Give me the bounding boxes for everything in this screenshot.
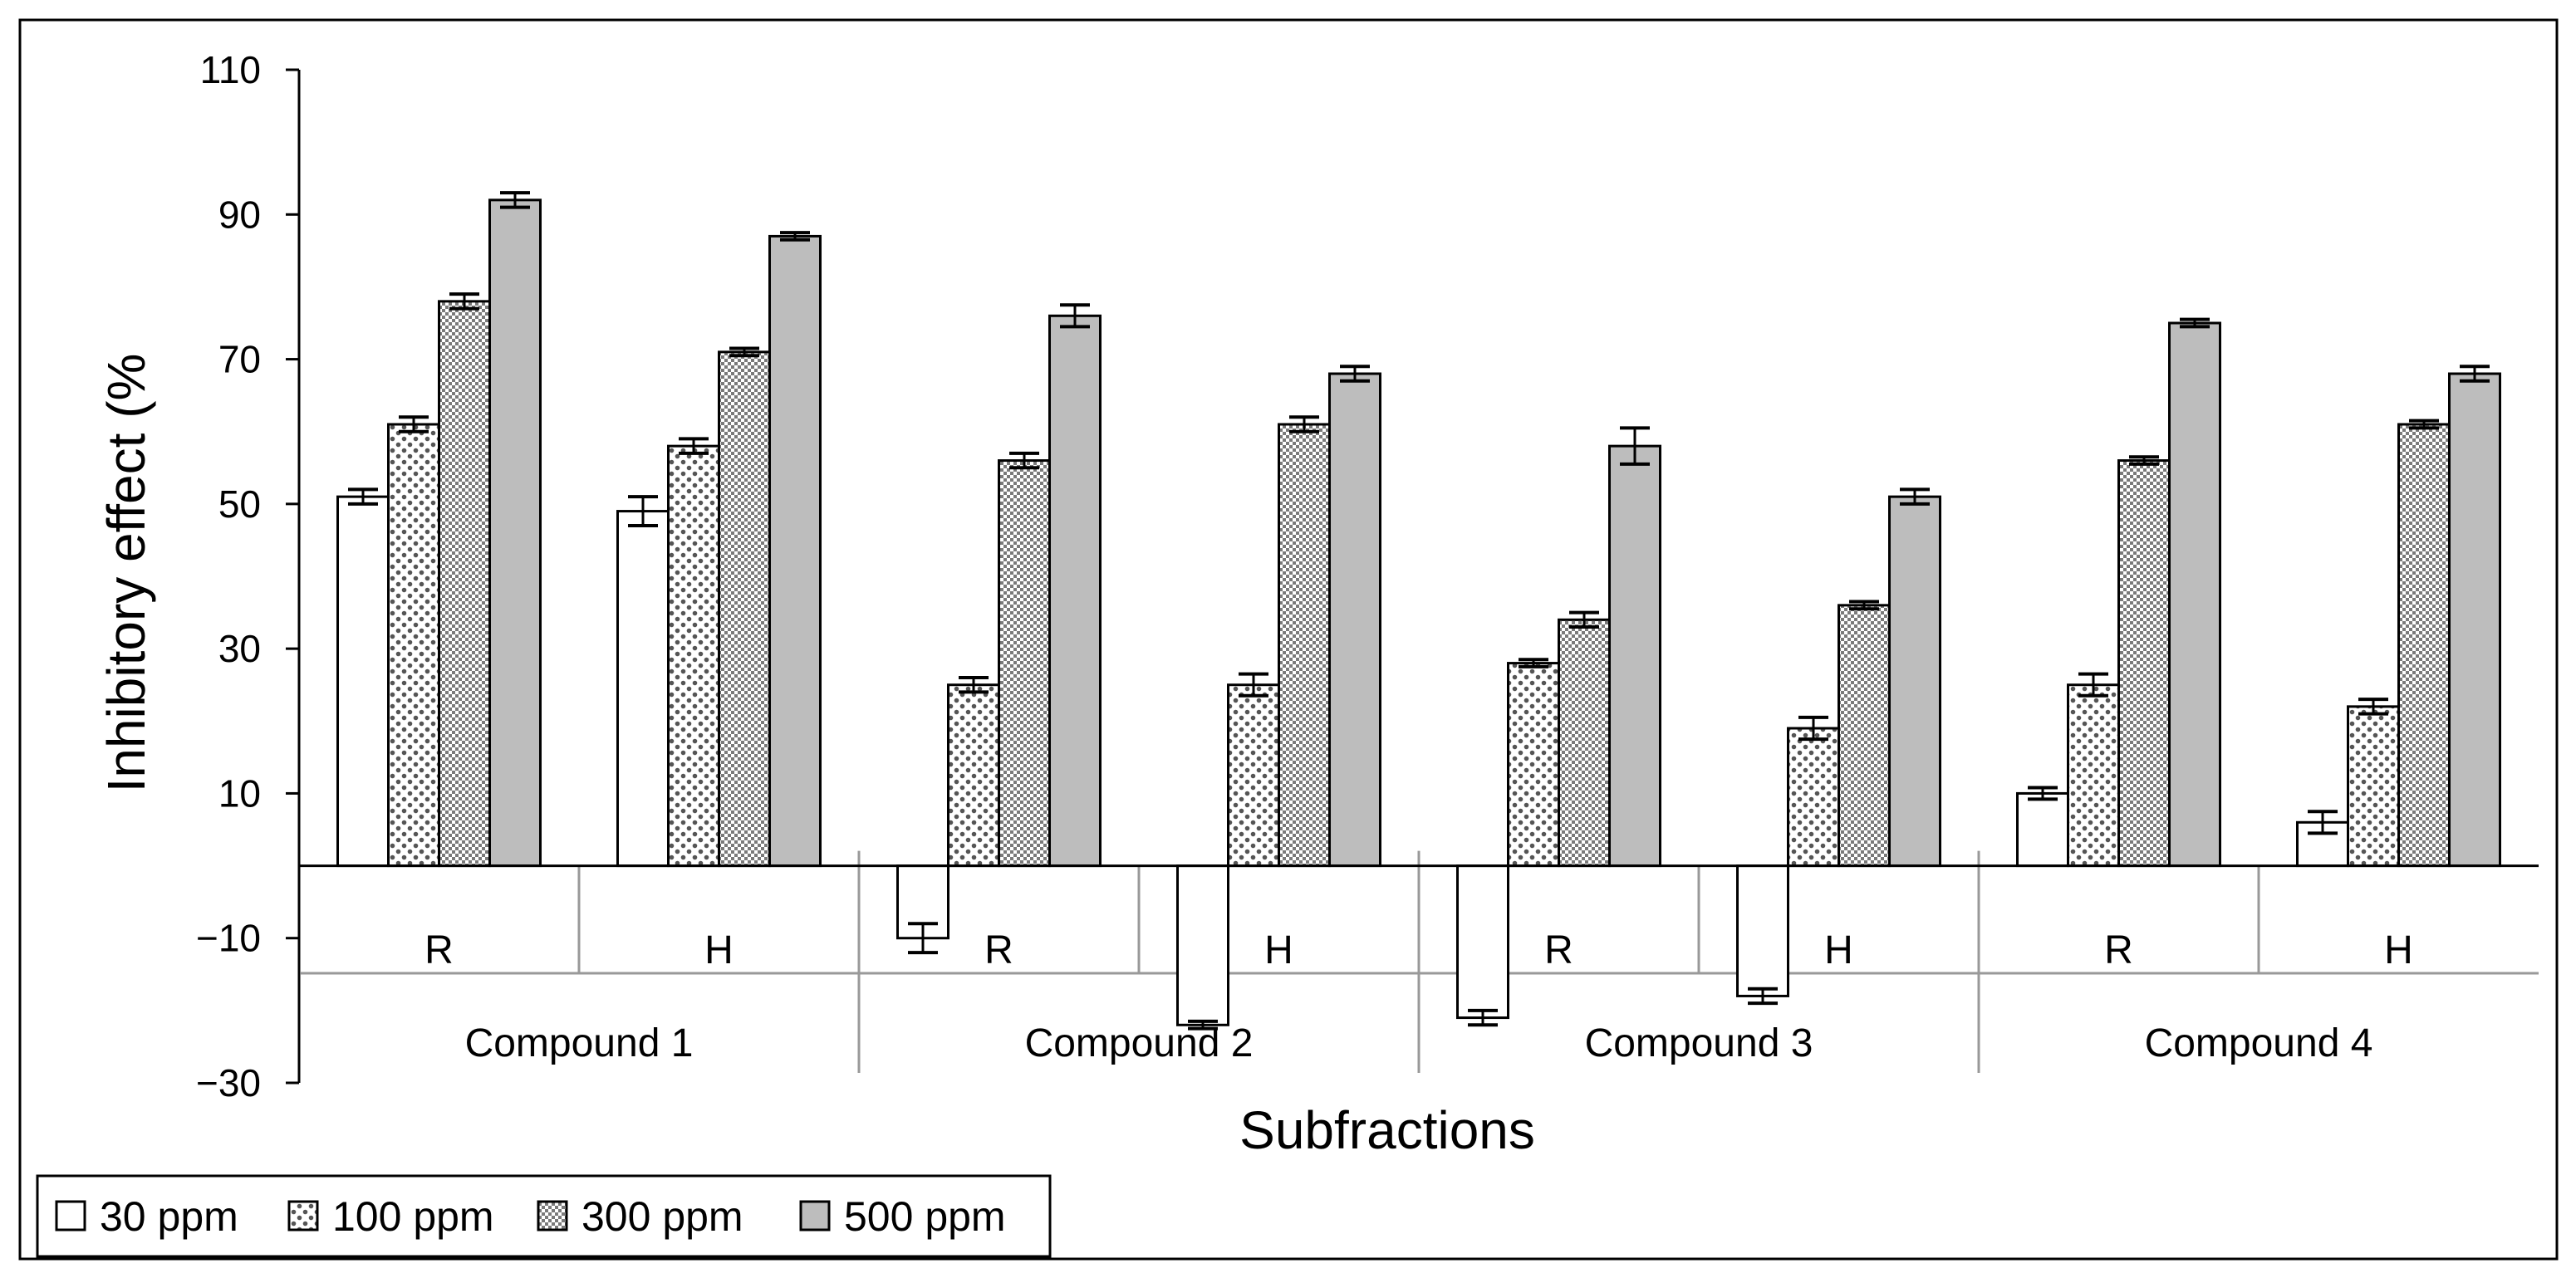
legend-swatch-500-ppm — [799, 1200, 831, 1231]
category-label: H — [1264, 928, 1293, 972]
legend-swatch-30-ppm — [55, 1200, 86, 1231]
bar-30-ppm-1 — [616, 510, 670, 868]
y-tick-label: 10 — [218, 771, 261, 815]
legend: 30 ppm 100 ppm 300 ppm 500 ppm — [36, 1174, 1052, 1258]
bars — [336, 198, 2501, 1026]
category-label: H — [2384, 928, 2413, 972]
bar-100-ppm-4 — [1507, 662, 1560, 868]
legend-label: 300 ppm — [581, 1193, 743, 1240]
bar-500-ppm-4 — [1608, 444, 1661, 868]
legend-label: 30 ppm — [100, 1193, 238, 1240]
category-label: H — [704, 928, 734, 972]
bar-300-ppm-6 — [2117, 459, 2171, 868]
category-label: R — [2104, 928, 2133, 972]
bar-100-ppm-7 — [2347, 705, 2400, 868]
bar-500-ppm-6 — [2168, 321, 2221, 868]
bar-100-ppm-0 — [387, 423, 440, 868]
y-tick-label: 30 — [218, 627, 261, 670]
y-tick-label: 110 — [200, 48, 261, 91]
bar-300-ppm-7 — [2397, 423, 2451, 868]
x-axis-title: Subfractions — [1239, 1100, 1535, 1160]
legend-swatch-100-ppm — [287, 1200, 319, 1231]
legend-label: 500 ppm — [844, 1193, 1006, 1240]
y-tick-label: 70 — [218, 338, 261, 381]
bar-300-ppm-4 — [1558, 618, 1611, 868]
y-tick-label: 50 — [218, 482, 261, 526]
bar-500-ppm-3 — [1328, 372, 1381, 868]
bar-500-ppm-1 — [768, 234, 822, 868]
bar-500-ppm-5 — [1888, 495, 1941, 868]
bar-300-ppm-5 — [1838, 604, 1891, 868]
y-tick-label: 90 — [218, 193, 261, 236]
bar-300-ppm-2 — [998, 459, 1051, 868]
group-label: Compound 1 — [465, 1021, 694, 1065]
bar-30-ppm-6 — [2016, 791, 2069, 868]
error-bars — [348, 191, 2490, 1031]
bar-100-ppm-5 — [1787, 727, 1840, 868]
y-axis-title: Inhibitory effect (% — [96, 354, 156, 793]
bar-100-ppm-6 — [2067, 683, 2120, 868]
group-label: Compound 2 — [1025, 1021, 1254, 1065]
bar-500-ppm-0 — [488, 198, 542, 868]
category-label: R — [984, 928, 1013, 972]
bar-30-ppm-4 — [1456, 864, 1509, 1020]
bar-300-ppm-1 — [718, 350, 771, 868]
bar-30-ppm-0 — [336, 495, 390, 868]
bar-300-ppm-0 — [438, 300, 491, 868]
bar-500-ppm-7 — [2448, 372, 2501, 868]
group-label: Compound 3 — [1585, 1021, 1813, 1065]
category-label: H — [1824, 928, 1853, 972]
bar-300-ppm-3 — [1278, 423, 1331, 868]
category-label: R — [424, 928, 454, 972]
bar-100-ppm-3 — [1227, 683, 1280, 868]
legend-label: 100 ppm — [332, 1193, 494, 1240]
legend-swatch-300-ppm — [537, 1200, 568, 1231]
bar-500-ppm-2 — [1048, 314, 1102, 868]
bar-100-ppm-1 — [667, 444, 720, 868]
bar-30-ppm-5 — [1736, 864, 1789, 997]
category-label: R — [1544, 928, 1573, 972]
y-tick-label: −10 — [196, 917, 261, 960]
bar-30-ppm-3 — [1176, 864, 1229, 1026]
bar-100-ppm-2 — [947, 683, 1000, 868]
axes: 110 90 70 50 30 10 −10 −30 — [196, 48, 2539, 1104]
x-category-labels: R H R H R H R H Compound 1 Compound 2 Compound 3 Co… — [424, 928, 2413, 1065]
group-label: Compound 4 — [2145, 1021, 2373, 1065]
y-tick-label: −30 — [196, 1061, 261, 1104]
